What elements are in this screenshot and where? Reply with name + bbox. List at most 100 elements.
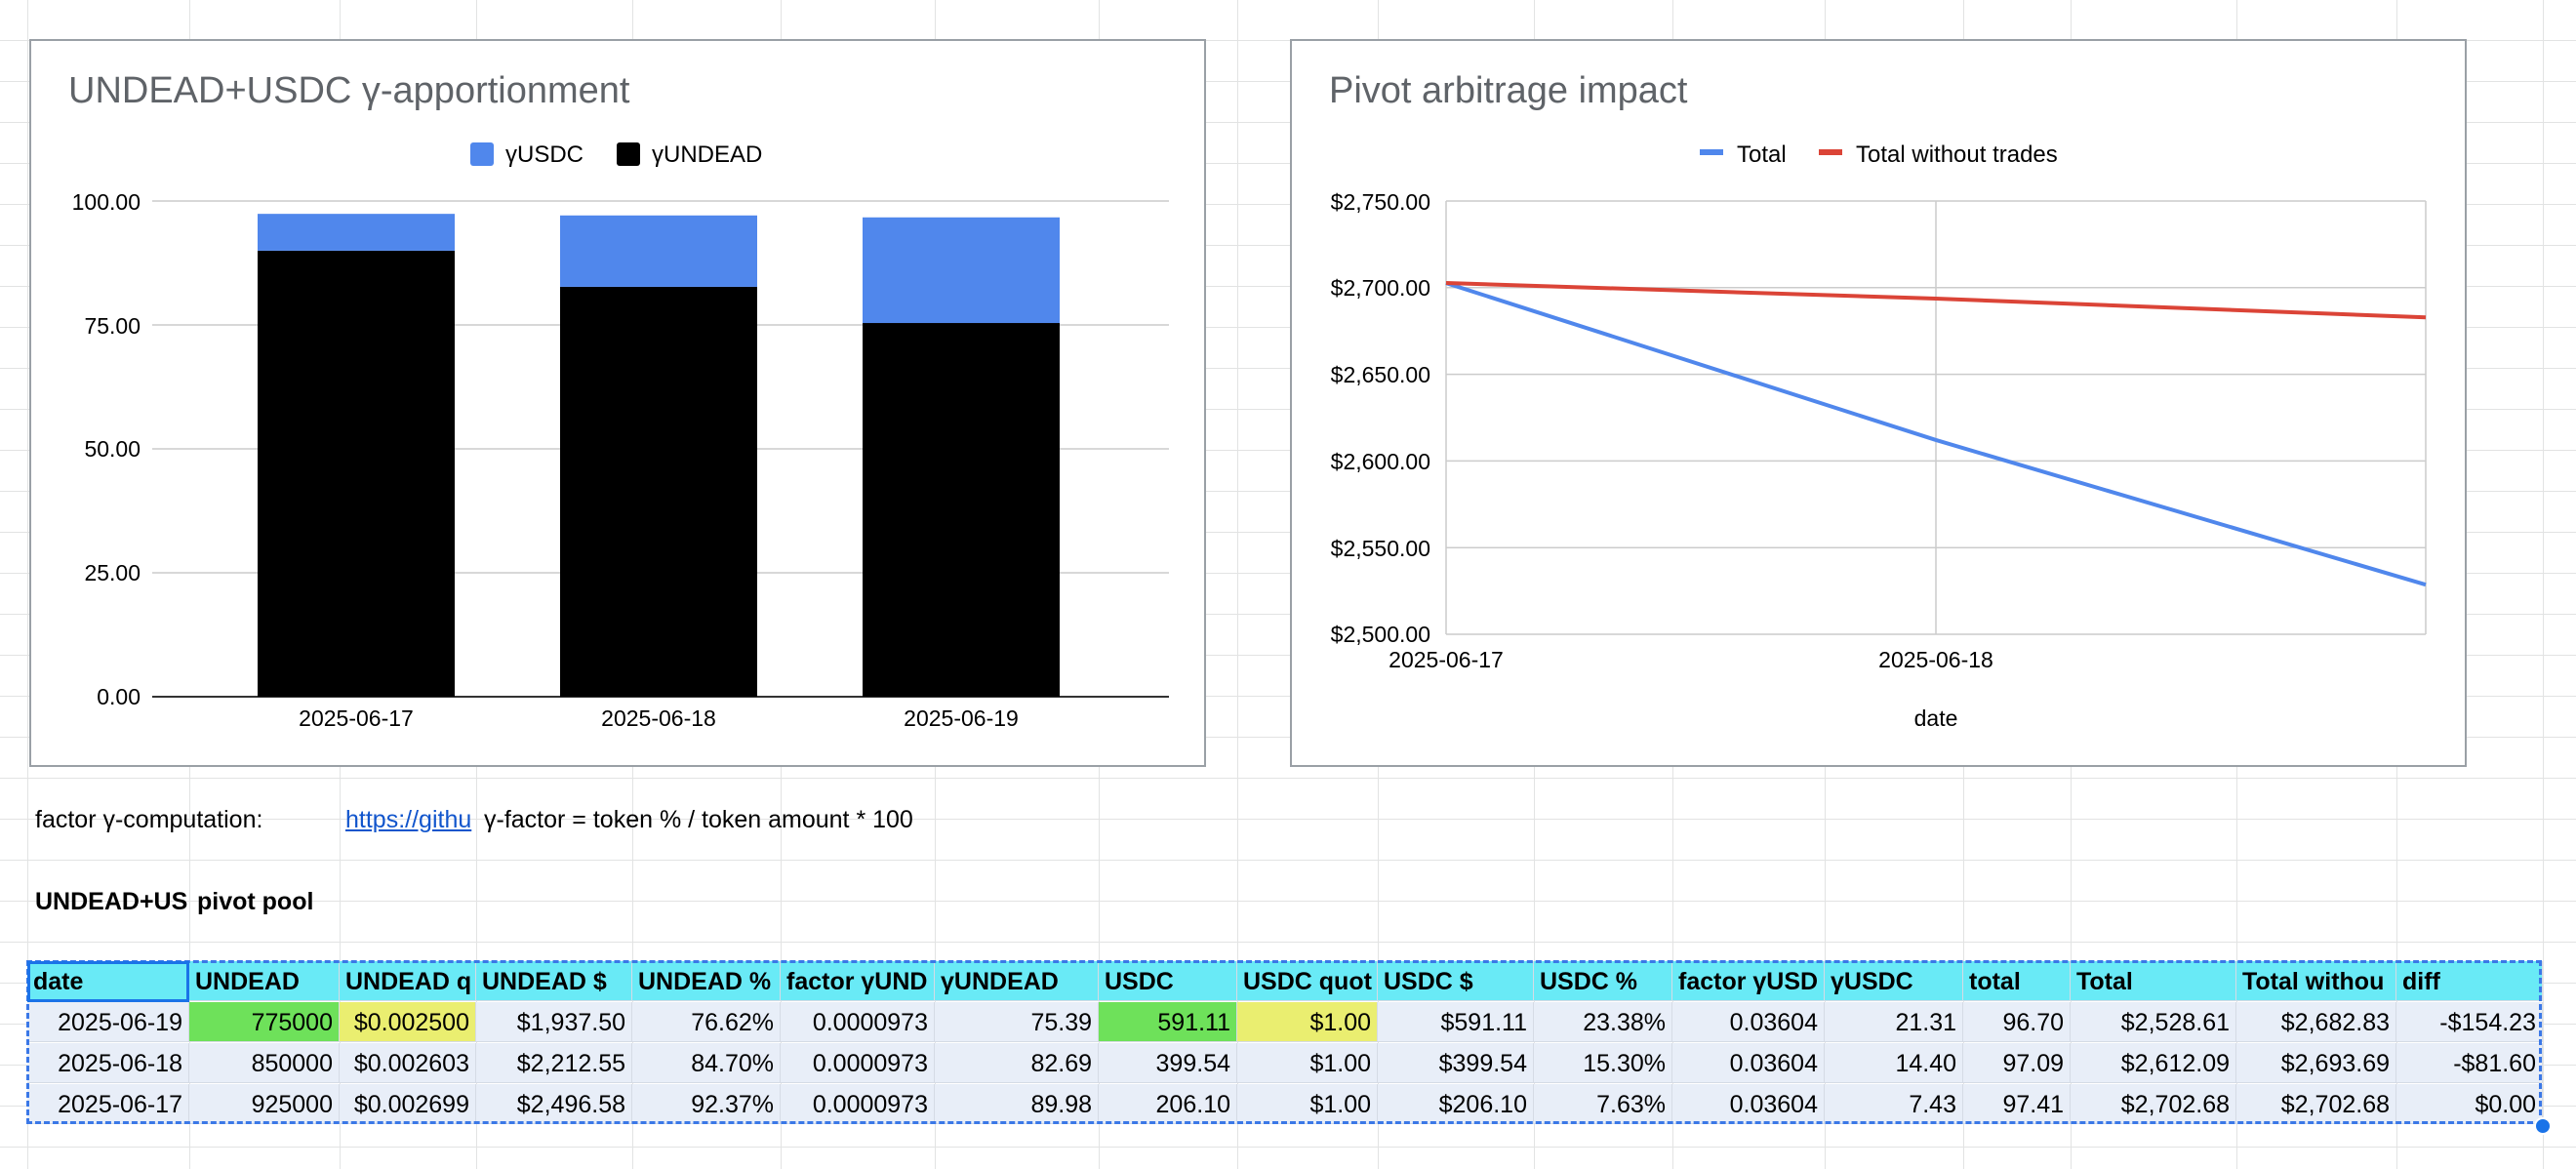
table-header-cell[interactable]: Total <box>2071 961 2236 1001</box>
table-cell[interactable]: 84.70% <box>632 1043 781 1083</box>
table-cell[interactable]: 0.0000973 <box>781 1084 935 1124</box>
arbitrage-chart[interactable]: Pivot arbitrage impact Total Total witho… <box>1290 39 2467 767</box>
x-tick-label: 2025-06-17 <box>299 705 414 731</box>
table-cell[interactable]: -$81.60 <box>2396 1043 2543 1083</box>
legend-swatch-undead <box>617 142 640 166</box>
table-cell[interactable]: 76.62% <box>632 1002 781 1042</box>
grid-column-line <box>27 0 28 1169</box>
bar-segment-gamma-usdc[interactable] <box>258 214 455 251</box>
table-cell[interactable]: 23.38% <box>1534 1002 1672 1042</box>
table-cell[interactable]: 399.54 <box>1099 1043 1237 1083</box>
table-header-cell[interactable]: Total withou <box>2236 961 2396 1001</box>
legend-label-without: Total without trades <box>1856 141 2058 168</box>
table-cell[interactable]: $2,496.58 <box>476 1084 632 1124</box>
table-cell[interactable]: 7.63% <box>1534 1084 1672 1124</box>
series-line-total-without-trades[interactable] <box>1445 281 2427 320</box>
table-row: 2025-06-19 775000 $0.002500 $1,937.50 76.62%… <box>27 1002 2543 1043</box>
table-cell[interactable]: 82.69 <box>935 1043 1099 1083</box>
table-cell[interactable]: $0.002603 <box>340 1043 476 1083</box>
chart-title: Pivot arbitrage impact <box>1329 70 1688 111</box>
table-cell[interactable]: 850000 <box>189 1043 340 1083</box>
pool-label-suffix: pivot pool <box>197 888 314 915</box>
table-cell[interactable]: 15.30% <box>1534 1043 1672 1083</box>
table-cell[interactable]: $1.00 <box>1237 1084 1378 1124</box>
table-cell[interactable]: 925000 <box>189 1084 340 1124</box>
table-cell[interactable]: 2025-06-18 <box>27 1043 189 1083</box>
fill-handle[interactable] <box>2534 1117 2552 1135</box>
table-cell[interactable]: 96.70 <box>1963 1002 2071 1042</box>
gamma-factor-formula: γ-factor = token % / token amount * 100 <box>484 806 913 833</box>
y-tick-label: 100.00 <box>72 189 141 215</box>
bar-segment-gamma-undead[interactable] <box>258 250 455 697</box>
bar-segment-gamma-undead[interactable] <box>863 323 1060 697</box>
table-header-cell[interactable]: factor γUSD <box>1672 961 1825 1001</box>
y-tick-label: 75.00 <box>84 313 141 339</box>
table-cell[interactable]: 0.03604 <box>1672 1084 1825 1124</box>
table-header-cell[interactable]: UNDEAD q <box>340 961 476 1001</box>
table-cell[interactable]: $2,682.83 <box>2236 1002 2396 1042</box>
table-cell[interactable]: $1.00 <box>1237 1043 1378 1083</box>
table-cell[interactable]: 0.0000973 <box>781 1002 935 1042</box>
table-cell[interactable]: $2,528.61 <box>2071 1002 2236 1042</box>
table-cell[interactable]: $1.00 <box>1237 1002 1378 1042</box>
table-cell[interactable]: $206.10 <box>1378 1084 1534 1124</box>
table-cell[interactable]: 775000 <box>189 1002 340 1042</box>
table-header-cell[interactable]: USDC quot <box>1237 961 1378 1001</box>
table-cell[interactable]: $2,612.09 <box>2071 1043 2236 1083</box>
table-cell[interactable]: 0.03604 <box>1672 1002 1825 1042</box>
table-header-cell[interactable]: total <box>1963 961 2071 1001</box>
grid-column-line <box>2543 0 2544 1169</box>
table-header-cell[interactable]: USDC $ <box>1378 961 1534 1001</box>
bar-segment-gamma-usdc[interactable] <box>863 217 1060 324</box>
table-cell[interactable]: 75.39 <box>935 1002 1099 1042</box>
table-header-cell[interactable]: UNDEAD % <box>632 961 781 1001</box>
table-cell[interactable]: $2,702.68 <box>2236 1084 2396 1124</box>
table-cell[interactable]: 0.0000973 <box>781 1043 935 1083</box>
bar-segment-gamma-undead[interactable] <box>560 286 757 697</box>
table-cell[interactable]: 0.03604 <box>1672 1043 1825 1083</box>
table-cell[interactable]: 2025-06-19 <box>27 1002 189 1042</box>
table-cell[interactable]: $2,702.68 <box>2071 1084 2236 1124</box>
table-cell[interactable]: 7.43 <box>1825 1084 1963 1124</box>
table-cell[interactable]: $2,693.69 <box>2236 1043 2396 1083</box>
table-cell[interactable]: 92.37% <box>632 1084 781 1124</box>
series-line-total[interactable] <box>1445 281 2427 587</box>
apportionment-chart[interactable]: UNDEAD+USDC γ-apportionment γUSDC γUNDEA… <box>29 39 1206 767</box>
table-cell[interactable]: 206.10 <box>1099 1084 1237 1124</box>
table-header-cell[interactable]: diff <box>2396 961 2543 1001</box>
table-header-cell[interactable]: γUNDEAD <box>935 961 1099 1001</box>
table-cell[interactable]: 97.09 <box>1963 1043 2071 1083</box>
table-header-row: date UNDEAD UNDEAD q UNDEAD $ UNDEAD % factor… <box>27 961 2543 1002</box>
table-cell[interactable]: $591.11 <box>1378 1002 1534 1042</box>
table-cell[interactable]: $0.00 <box>2396 1084 2543 1124</box>
x-tick-label: 2025-06-18 <box>1878 647 1993 672</box>
factor-computation-link[interactable]: https://githu <box>345 806 472 833</box>
table-header-cell[interactable]: UNDEAD <box>189 961 340 1001</box>
table-header-cell[interactable]: USDC <box>1099 961 1237 1001</box>
table-cell[interactable]: 89.98 <box>935 1084 1099 1124</box>
bar-segment-gamma-usdc[interactable] <box>560 215 757 287</box>
table-header-cell[interactable]: factor γUND <box>781 961 935 1001</box>
table-header-cell[interactable]: γUSDC <box>1825 961 1963 1001</box>
table-cell[interactable]: 591.11 <box>1099 1002 1237 1042</box>
data-table: date UNDEAD UNDEAD q UNDEAD $ UNDEAD % factor… <box>27 961 2543 1125</box>
table-cell[interactable]: -$154.23 <box>2396 1002 2543 1042</box>
y-tick-label: $2,650.00 <box>1331 362 1430 387</box>
y-tick-label: $2,550.00 <box>1331 536 1430 561</box>
table-cell[interactable]: $399.54 <box>1378 1043 1534 1083</box>
table-header-cell[interactable]: date <box>27 961 189 1001</box>
table-cell[interactable]: 2025-06-17 <box>27 1084 189 1124</box>
table-header-cell[interactable]: USDC % <box>1534 961 1672 1001</box>
table-cell[interactable]: 21.31 <box>1825 1002 1963 1042</box>
table-header-cell[interactable]: UNDEAD $ <box>476 961 632 1001</box>
table-cell[interactable]: 14.40 <box>1825 1043 1963 1083</box>
x-tick-label: 2025-06-17 <box>1389 647 1504 672</box>
table-cell[interactable]: $1,937.50 <box>476 1002 632 1042</box>
table-cell[interactable]: $0.002699 <box>340 1084 476 1124</box>
y-tick-label: $2,600.00 <box>1331 449 1430 474</box>
legend-label-undead: γUNDEAD <box>652 141 762 168</box>
x-tick-label: 2025-06-18 <box>601 705 716 731</box>
table-cell[interactable]: $0.002500 <box>340 1002 476 1042</box>
table-cell[interactable]: 97.41 <box>1963 1084 2071 1124</box>
table-cell[interactable]: $2,212.55 <box>476 1043 632 1083</box>
